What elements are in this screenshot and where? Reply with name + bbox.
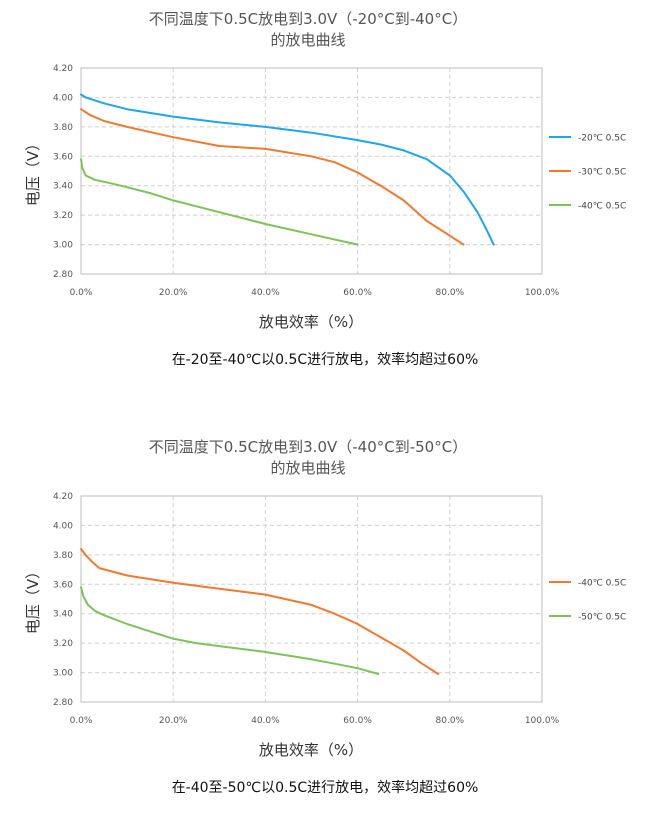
series-line-1 [80, 586, 380, 675]
x-axis-label: 放电效率（%） [259, 741, 363, 759]
y-tick-label: 3.20 [53, 639, 73, 649]
series-line-1 [80, 108, 465, 246]
series-line-0 [80, 548, 440, 675]
chart-title-line-0: 不同温度下0.5C放电到3.0V（-40°C到-50°C） [149, 438, 467, 456]
x-tick-label: 60.0% [343, 716, 372, 726]
y-tick-label: 2.80 [53, 270, 73, 280]
chart-title-line-1: 的放电曲线 [270, 31, 345, 49]
chart-title-line-1: 的放电曲线 [270, 459, 345, 477]
y-tick-label: 2.80 [53, 698, 73, 708]
legend-label-0: -40℃ 0.5C [578, 579, 626, 589]
x-tick-label: 40.0% [251, 288, 280, 298]
y-axis-label: 电压（V） [24, 136, 42, 206]
x-tick-label: 80.0% [436, 288, 465, 298]
chart-1: 不同温度下0.5C放电到3.0V（-40°C到-50°C） 的放电曲线 0.0% 20… [24, 438, 626, 759]
y-tick-label: 4.00 [53, 93, 73, 103]
chart-0: 不同温度下0.5C放电到3.0V（-20°C到-40°C） 的放电曲线 0.0% 20… [24, 10, 626, 331]
y-tick-label: 4.20 [53, 64, 73, 74]
y-tick-label: 3.80 [53, 123, 73, 133]
x-tick-label: 100.0% [525, 716, 560, 726]
x-tick-label: 0.0% [70, 716, 93, 726]
plot-frame [80, 67, 543, 275]
y-tick-label: 3.40 [53, 610, 73, 620]
chart-title-line-0: 不同温度下0.5C放电到3.0V（-20°C到-40°C） [149, 10, 467, 28]
x-tick-label: 0.0% [70, 288, 93, 298]
x-tick-label: 60.0% [343, 288, 372, 298]
x-tick-label: 20.0% [159, 716, 188, 726]
x-tick-label: 80.0% [436, 716, 465, 726]
y-axis-label: 电压（V） [24, 564, 42, 634]
caption-chart-1: 在-40至-50℃以0.5C进行放电，效率均超过60% [171, 780, 479, 796]
y-tick-label: 3.40 [53, 182, 73, 192]
x-axis-label: 放电效率（%） [259, 313, 363, 331]
y-tick-label: 4.00 [53, 521, 73, 531]
y-tick-label: 3.60 [53, 580, 73, 590]
y-tick-label: 3.60 [53, 152, 73, 162]
legend-label-0: -20℃ 0.5C [578, 134, 626, 144]
y-tick-label: 3.00 [53, 669, 73, 679]
legend-label-1: -50℃ 0.5C [578, 613, 626, 623]
x-tick-label: 40.0% [251, 716, 280, 726]
y-tick-label: 3.00 [53, 241, 73, 251]
legend-label-2: -40℃ 0.5C [578, 202, 626, 212]
y-tick-label: 3.20 [53, 211, 73, 221]
y-tick-label: 3.80 [53, 551, 73, 561]
series-line-2 [80, 158, 359, 246]
legend-label-1: -30℃ 0.5C [578, 168, 626, 178]
caption-chart-0: 在-20至-40℃以0.5C进行放电，效率均超过60% [171, 352, 479, 368]
y-tick-label: 4.20 [53, 492, 73, 502]
plot-frame [80, 495, 543, 703]
series-line-0 [80, 93, 495, 246]
x-tick-label: 100.0% [525, 288, 560, 298]
x-tick-label: 20.0% [159, 288, 188, 298]
